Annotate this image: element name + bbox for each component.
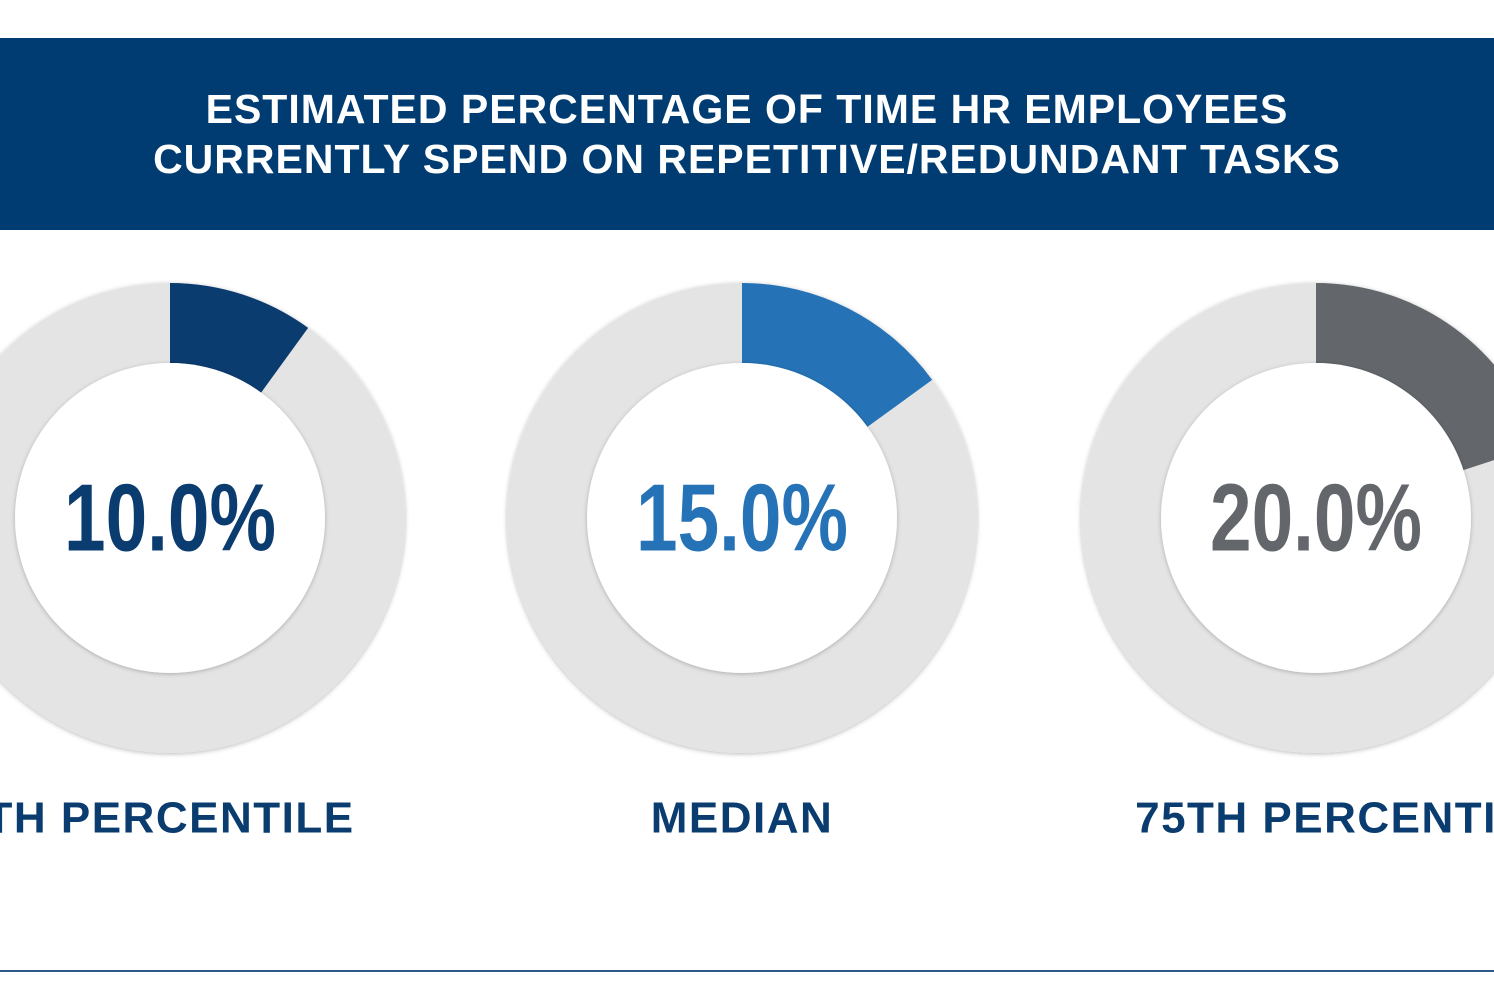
donut-value-75th-percentile: 20.0%	[1210, 465, 1422, 572]
donut-value-median: 15.0%	[636, 465, 848, 572]
footer-rule	[0, 970, 1494, 972]
donut-label-75th-percentile: 75TH PERCENTI	[1135, 794, 1494, 843]
chart-title-line-2: CURRENTLY SPEND ON REPETITIVE/REDUNDANT …	[153, 136, 1341, 182]
donut-label-median: MEDIAN	[651, 794, 834, 843]
donut-slice-median	[742, 283, 933, 427]
donut-25th-percentile: 10.0% TH PERCENTILE	[0, 283, 405, 843]
donut-median: 15.0% MEDIAN	[507, 283, 977, 843]
donut-label-25th-percentile: TH PERCENTILE	[0, 794, 355, 843]
title-banner: ESTIMATED PERCENTAGE OF TIME HR EMPLOYEE…	[0, 38, 1494, 230]
chart-title-line-1: ESTIMATED PERCENTAGE OF TIME HR EMPLOYEE…	[205, 86, 1289, 132]
donut-value-25th-percentile: 10.0%	[64, 465, 276, 572]
donut-slice-75th-percentile	[1316, 283, 1494, 471]
donut-hole-25th-percentile	[15, 363, 325, 673]
donut-75th-percentile: 20.0% 75TH PERCENTI	[1081, 283, 1494, 843]
donut-hole-median	[587, 363, 897, 673]
donut-hole-75th-percentile	[1161, 363, 1471, 673]
donut-slice-25th-percentile	[170, 283, 309, 393]
